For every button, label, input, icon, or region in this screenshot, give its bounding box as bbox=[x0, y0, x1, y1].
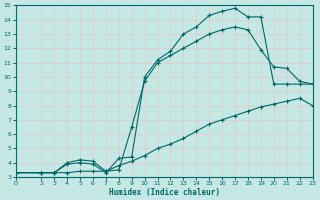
X-axis label: Humidex (Indice chaleur): Humidex (Indice chaleur) bbox=[108, 188, 220, 197]
